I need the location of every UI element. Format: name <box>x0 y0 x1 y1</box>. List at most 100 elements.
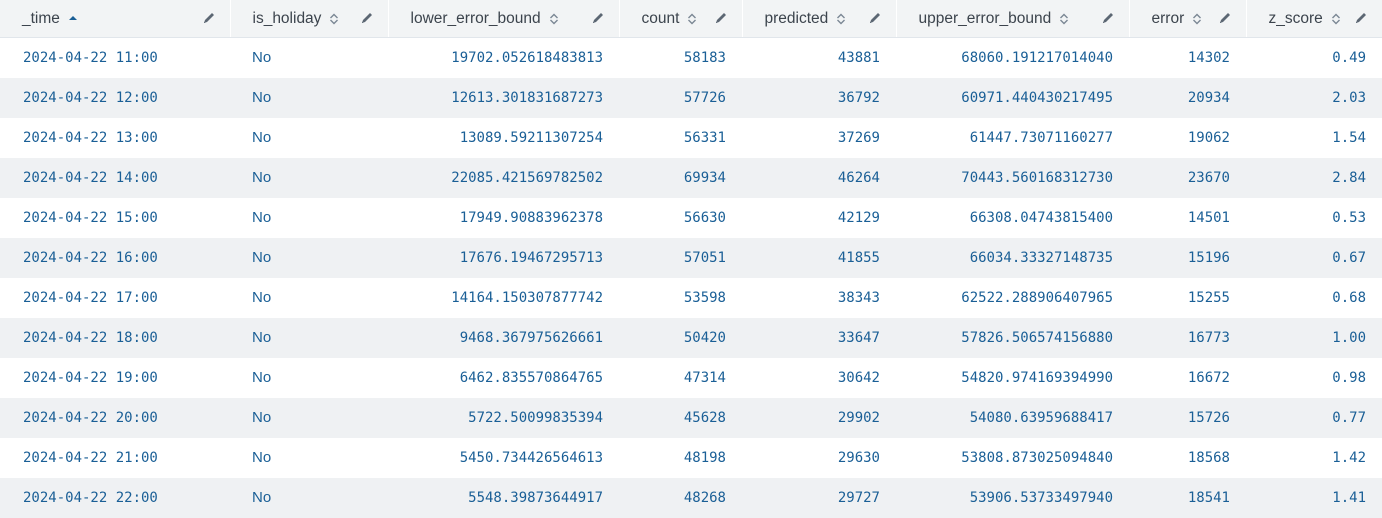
cell-z-score[interactable]: 2.84 <box>1246 158 1382 198</box>
cell-z-score[interactable]: 1.00 <box>1246 318 1382 358</box>
cell-error[interactable]: 14302 <box>1129 38 1246 78</box>
cell-lower-error-bound[interactable]: 13089.59211307254 <box>388 118 619 158</box>
caret-up-icon[interactable] <box>68 12 78 26</box>
cell-upper-error-bound[interactable]: 70443.560168312730 <box>896 158 1129 198</box>
cell-upper-error-bound[interactable]: 62522.288906407965 <box>896 278 1129 318</box>
cell-upper-error-bound[interactable]: 57826.506574156880 <box>896 318 1129 358</box>
cell-count[interactable]: 48268 <box>619 478 742 518</box>
pencil-icon[interactable] <box>1101 11 1115 25</box>
cell-count[interactable]: 56331 <box>619 118 742 158</box>
cell-error[interactable]: 15255 <box>1129 278 1246 318</box>
column-header-count[interactable]: count <box>619 0 742 38</box>
cell-error[interactable]: 14501 <box>1129 198 1246 238</box>
cell-count[interactable]: 53598 <box>619 278 742 318</box>
cell-upper-error-bound[interactable]: 66308.04743815400 <box>896 198 1129 238</box>
cell-count[interactable]: 57051 <box>619 238 742 278</box>
cell-is-holiday[interactable]: No <box>230 238 388 278</box>
cell-lower-error-bound[interactable]: 9468.367975626661 <box>388 318 619 358</box>
cell-error[interactable]: 18568 <box>1129 438 1246 478</box>
cell-z-score[interactable]: 0.98 <box>1246 358 1382 398</box>
cell-is-holiday[interactable]: No <box>230 118 388 158</box>
cell-predicted[interactable]: 29902 <box>742 398 896 438</box>
cell-is-holiday[interactable]: No <box>230 198 388 238</box>
column-header-is-holiday[interactable]: is_holiday <box>230 0 388 38</box>
cell-error[interactable]: 23670 <box>1129 158 1246 198</box>
pencil-icon[interactable] <box>714 11 728 25</box>
cell-predicted[interactable]: 33647 <box>742 318 896 358</box>
cell-count[interactable]: 45628 <box>619 398 742 438</box>
cell-predicted[interactable]: 41855 <box>742 238 896 278</box>
cell-lower-error-bound[interactable]: 14164.150307877742 <box>388 278 619 318</box>
cell-error[interactable]: 16773 <box>1129 318 1246 358</box>
cell-upper-error-bound[interactable]: 60971.440430217495 <box>896 78 1129 118</box>
cell-is-holiday[interactable]: No <box>230 38 388 78</box>
cell-lower-error-bound[interactable]: 17949.90883962378 <box>388 198 619 238</box>
cell-error[interactable]: 16672 <box>1129 358 1246 398</box>
cell-count[interactable]: 58183 <box>619 38 742 78</box>
column-header-error[interactable]: error <box>1129 0 1246 38</box>
cell-z-score[interactable]: 1.41 <box>1246 478 1382 518</box>
cell-is-holiday[interactable]: No <box>230 438 388 478</box>
cell-lower-error-bound[interactable]: 17676.19467295713 <box>388 238 619 278</box>
cell-error[interactable]: 20934 <box>1129 78 1246 118</box>
cell-error[interactable]: 18541 <box>1129 478 1246 518</box>
cell-is-holiday[interactable]: No <box>230 398 388 438</box>
cell-z-score[interactable]: 1.42 <box>1246 438 1382 478</box>
cell-upper-error-bound[interactable]: 53906.53733497940 <box>896 478 1129 518</box>
sort-updown-icon[interactable] <box>549 12 559 26</box>
cell-predicted[interactable]: 29630 <box>742 438 896 478</box>
cell-predicted[interactable]: 30642 <box>742 358 896 398</box>
cell-lower-error-bound[interactable]: 22085.421569782502 <box>388 158 619 198</box>
sort-updown-icon[interactable] <box>836 12 846 26</box>
column-header-lower-error-bound[interactable]: lower_error_bound <box>388 0 619 38</box>
column-header-z-score[interactable]: z_score <box>1246 0 1382 38</box>
cell-upper-error-bound[interactable]: 54820.974169394990 <box>896 358 1129 398</box>
cell-lower-error-bound[interactable]: 6462.835570864765 <box>388 358 619 398</box>
cell-predicted[interactable]: 37269 <box>742 118 896 158</box>
cell-lower-error-bound[interactable]: 5722.50099835394 <box>388 398 619 438</box>
pencil-icon[interactable] <box>202 11 216 25</box>
column-header-upper-error-bound[interactable]: upper_error_bound <box>896 0 1129 38</box>
sort-updown-icon[interactable] <box>1192 12 1202 26</box>
pencil-icon[interactable] <box>591 11 605 25</box>
cell-count[interactable]: 48198 <box>619 438 742 478</box>
cell-upper-error-bound[interactable]: 66034.33327148735 <box>896 238 1129 278</box>
cell-time[interactable]: 2024-04-22 16:00 <box>0 238 230 278</box>
sort-updown-icon[interactable] <box>1331 12 1341 26</box>
cell-predicted[interactable]: 29727 <box>742 478 896 518</box>
cell-count[interactable]: 57726 <box>619 78 742 118</box>
cell-time[interactable]: 2024-04-22 22:00 <box>0 478 230 518</box>
cell-is-holiday[interactable]: No <box>230 158 388 198</box>
cell-error[interactable]: 19062 <box>1129 118 1246 158</box>
cell-count[interactable]: 47314 <box>619 358 742 398</box>
cell-is-holiday[interactable]: No <box>230 78 388 118</box>
pencil-icon[interactable] <box>1218 11 1232 25</box>
cell-z-score[interactable]: 2.03 <box>1246 78 1382 118</box>
cell-upper-error-bound[interactable]: 54080.63959688417 <box>896 398 1129 438</box>
cell-time[interactable]: 2024-04-22 19:00 <box>0 358 230 398</box>
pencil-icon[interactable] <box>1354 11 1368 25</box>
cell-lower-error-bound[interactable]: 5450.734426564613 <box>388 438 619 478</box>
pencil-icon[interactable] <box>360 11 374 25</box>
cell-count[interactable]: 50420 <box>619 318 742 358</box>
cell-lower-error-bound[interactable]: 12613.301831687273 <box>388 78 619 118</box>
cell-time[interactable]: 2024-04-22 13:00 <box>0 118 230 158</box>
cell-lower-error-bound[interactable]: 19702.052618483813 <box>388 38 619 78</box>
cell-time[interactable]: 2024-04-22 11:00 <box>0 38 230 78</box>
cell-lower-error-bound[interactable]: 5548.39873644917 <box>388 478 619 518</box>
sort-updown-icon[interactable] <box>687 12 697 26</box>
cell-error[interactable]: 15196 <box>1129 238 1246 278</box>
pencil-icon[interactable] <box>868 11 882 25</box>
cell-time[interactable]: 2024-04-22 20:00 <box>0 398 230 438</box>
cell-upper-error-bound[interactable]: 61447.73071160277 <box>896 118 1129 158</box>
cell-predicted[interactable]: 36792 <box>742 78 896 118</box>
